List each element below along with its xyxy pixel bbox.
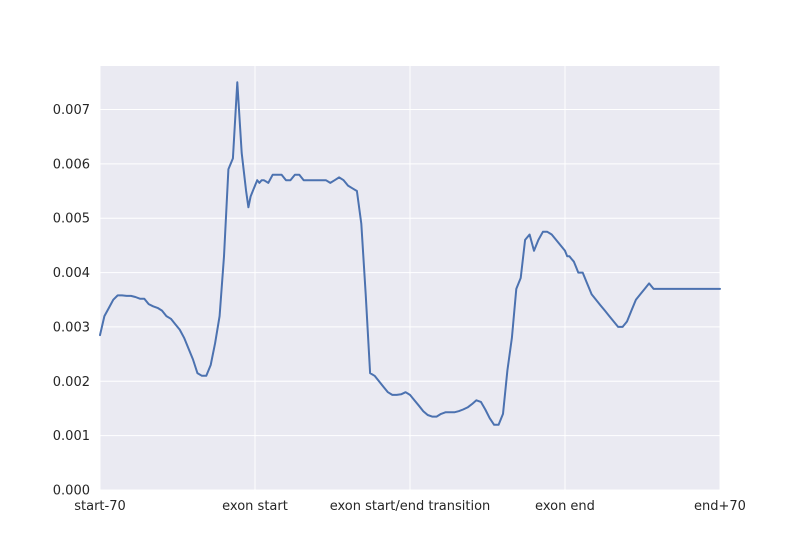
y-tick-label: 0.007 [53,103,90,118]
y-tick-label: 0.004 [53,266,90,281]
y-tick-label: 0.000 [53,484,90,499]
x-axis-ticks: start-70 exon start exon start/end transit… [74,499,746,514]
x-tick-label: exon start [222,499,288,514]
grid [99,66,721,491]
y-tick-label: 0.002 [53,375,90,390]
x-tick-label: start-70 [74,499,126,514]
y-tick-label: 0.005 [53,212,90,227]
series-line [99,81,721,426]
x-tick-label: exon end [535,499,595,514]
y-tick-label: 0.006 [53,157,90,172]
y-axis-ticks: 0.000 0.001 0.002 0.003 0.004 0.005 0.006 0.007 [53,103,90,499]
series-group [99,81,721,426]
y-tick-label: 0.003 [53,320,90,335]
y-tick-label: 0.001 [53,429,90,444]
x-tick-label: end+70 [694,499,746,514]
x-tick-label: exon start/end transition [330,499,491,514]
